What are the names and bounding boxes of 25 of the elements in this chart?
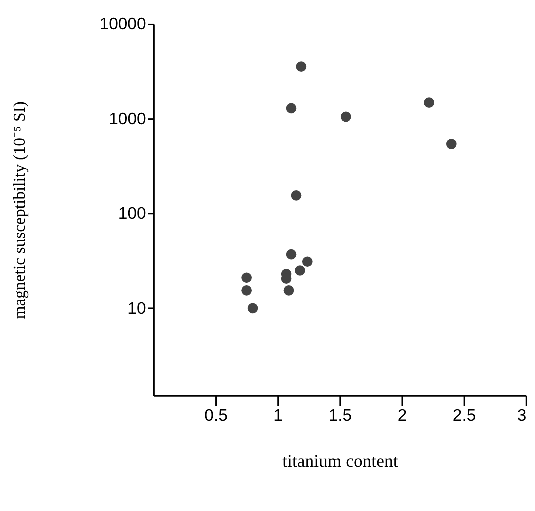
point — [302, 256, 313, 268]
y-tick-label: 100 — [118, 204, 146, 224]
point — [284, 286, 294, 296]
point — [286, 249, 297, 260]
point — [248, 303, 258, 314]
point — [295, 266, 306, 276]
x-tick-label: 2.5 — [452, 406, 476, 425]
y-axis-title: magnetic susceptibility (10⁻⁵ SI) — [10, 102, 29, 320]
y-tick-label: 10 — [128, 298, 146, 318]
x-tick-label: 3 — [517, 406, 527, 425]
x-tick-label: 0.5 — [204, 406, 228, 425]
point — [446, 139, 457, 150]
point — [242, 286, 252, 296]
x-axis-title: titanium content — [282, 451, 398, 472]
x-tick-label: 1.5 — [328, 406, 352, 425]
y-tick-label: 1000 — [109, 109, 146, 128]
point — [286, 103, 297, 114]
x-tick-label: 2 — [398, 406, 408, 425]
point — [242, 272, 252, 284]
point — [340, 112, 352, 122]
point — [424, 98, 434, 108]
point — [291, 190, 302, 201]
y-tick-label: 10000 — [100, 14, 146, 34]
point — [296, 62, 307, 72]
x-tick-label: 1 — [274, 406, 283, 425]
